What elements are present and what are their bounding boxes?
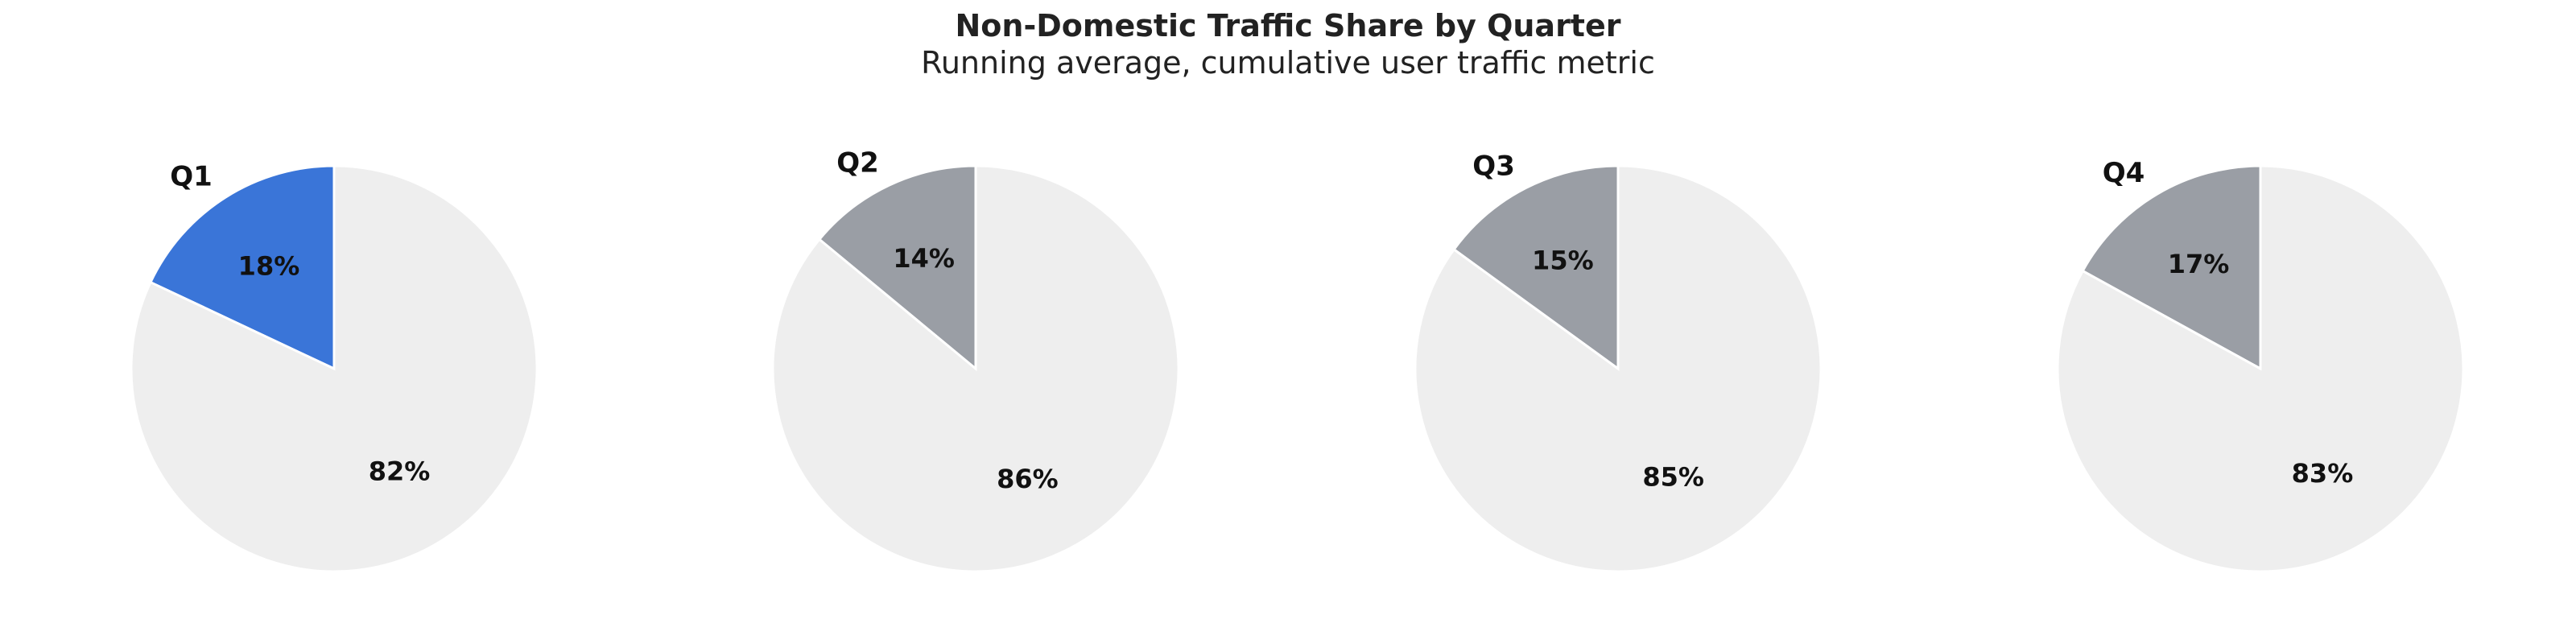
pie-percentage-label: 82%	[369, 456, 431, 487]
pie-slice-share	[148, 164, 336, 371]
pie-q1: 18% Q1 82%	[130, 161, 539, 573]
pie-percentage-label: 85%	[1642, 462, 1704, 493]
pie-quarter-label: Q3	[1472, 151, 1515, 183]
pie-slice-share	[2081, 164, 2262, 371]
pie-slice-remainder	[771, 164, 1180, 573]
pie-percentage-label: 18%	[238, 250, 300, 281]
chart-subtitle: Running average, cumulative user traffic…	[921, 45, 1655, 80]
pie-slice-remainder	[130, 164, 539, 573]
pie-q3: 15% Q3 85%	[1414, 151, 1823, 573]
pie-slice-remainder	[1414, 164, 1823, 573]
pie-q2: 14% Q2 86%	[771, 147, 1180, 573]
pie-percentage-label: 14%	[893, 243, 955, 274]
pie-slice-share	[1452, 164, 1620, 371]
pie-quarter-label: Q2	[836, 147, 879, 180]
pie-percentage-label: 83%	[2292, 458, 2354, 489]
pie-quarter-label: Q4	[2103, 157, 2145, 189]
pie-q4: 17% Q4 83%	[2056, 157, 2465, 573]
pie-slice-remainder	[2056, 164, 2465, 573]
pie-percentage-label: 15%	[1532, 245, 1594, 275]
pie-percentage-label: 17%	[2168, 249, 2230, 279]
chart-title: Non-Domestic Traffic Share by Quarter	[955, 8, 1621, 43]
pie-slice-share	[817, 164, 977, 372]
pie-percentage-label: 86%	[997, 464, 1059, 494]
pie-quarter-label: Q1	[170, 161, 213, 193]
